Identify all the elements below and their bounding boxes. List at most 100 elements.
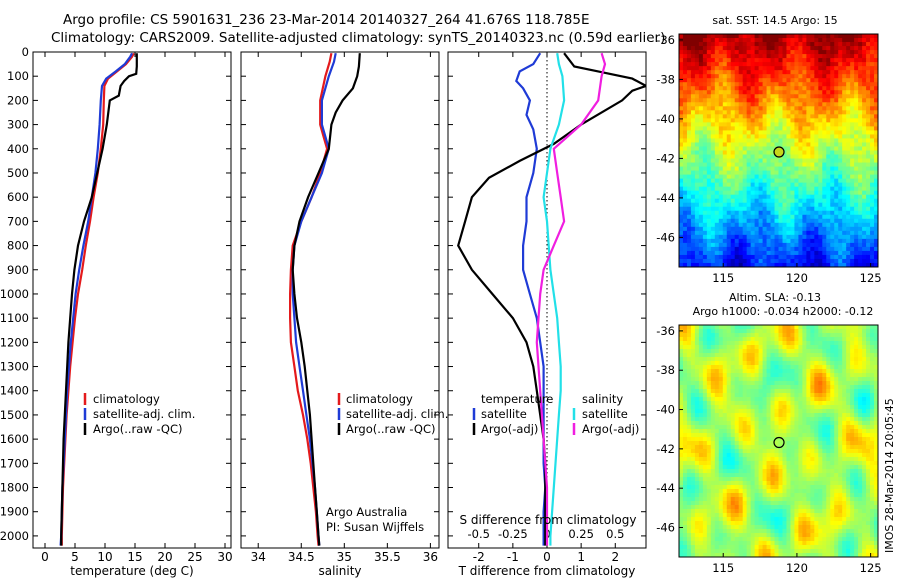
map-cell [714, 437, 720, 442]
map-cell [746, 106, 752, 111]
map-cell [679, 226, 684, 232]
map-cell [726, 54, 732, 59]
map-cell [874, 58, 878, 63]
map-cell [854, 62, 859, 67]
map-cell [814, 46, 819, 51]
map-cell [734, 449, 740, 454]
map-cell [810, 381, 815, 386]
map-cell [726, 186, 732, 192]
map-cell [790, 134, 796, 140]
map-cell [814, 441, 819, 446]
map-cell [802, 130, 807, 136]
map-cell [718, 230, 724, 236]
map-cell [774, 210, 780, 216]
map-cell [810, 186, 815, 192]
map-cell [790, 34, 796, 39]
map-cell [738, 405, 744, 410]
map-cell [730, 114, 736, 119]
map-cell [682, 58, 688, 63]
map-cell [726, 158, 732, 164]
map-cell [774, 365, 780, 370]
map-cell [730, 210, 736, 216]
map-cell [730, 377, 736, 382]
map-cell [758, 70, 764, 75]
map-cell [822, 174, 827, 180]
map-cell [702, 441, 708, 446]
map-cell [842, 54, 847, 59]
map-cell [758, 337, 764, 342]
map-cell [802, 413, 807, 418]
map-cell [754, 114, 760, 119]
map-cell [722, 369, 728, 374]
map-cell [822, 82, 827, 87]
map-cell [822, 98, 827, 103]
map-cell [778, 178, 784, 184]
map-cell [838, 226, 843, 232]
map-cell [758, 186, 764, 192]
map-cell [802, 234, 807, 240]
map-cell [838, 82, 843, 87]
map-cell [858, 50, 863, 55]
map-cell [790, 329, 796, 334]
map-cell [762, 38, 768, 43]
map-cell [838, 397, 843, 402]
map-cell [874, 86, 878, 91]
map-cell [798, 178, 803, 184]
diff-sal-satellite-line [542, 53, 566, 546]
map-cell [802, 210, 807, 216]
map-cell [762, 158, 768, 164]
map-cell [730, 381, 736, 386]
map-cell [822, 377, 827, 382]
map-cell [786, 62, 792, 67]
map-cell [838, 86, 843, 91]
map-cell [798, 202, 803, 208]
map-cell [874, 357, 878, 362]
map-cell [682, 90, 688, 95]
map-cell [874, 166, 878, 172]
map-cell [746, 409, 752, 414]
map-cell [786, 214, 792, 220]
map-cell [854, 333, 859, 338]
map-cell [862, 409, 867, 414]
map-cell [790, 381, 796, 386]
map-cell [850, 381, 855, 386]
map-cell [718, 409, 724, 414]
map-cell [838, 417, 843, 422]
map-cell [722, 329, 728, 334]
map-cell [830, 170, 835, 176]
map-cell [770, 218, 776, 224]
map-cell [866, 325, 871, 330]
map-cell [842, 429, 847, 434]
map-cell [862, 214, 867, 220]
t-difference-axis-label: T difference from climatology [458, 564, 636, 578]
map-cell [774, 433, 780, 438]
map-cell [830, 190, 835, 196]
map-cell [782, 74, 788, 79]
map-cell [718, 333, 724, 338]
map-cell [814, 70, 819, 75]
map-cell [810, 341, 815, 346]
map-cell [774, 118, 780, 123]
map-cell [858, 345, 863, 350]
map-cell [694, 222, 700, 228]
map-cell [750, 230, 756, 236]
map-cell [846, 162, 851, 168]
map-cell [754, 214, 760, 220]
map-cell [718, 325, 724, 330]
map-cell [794, 441, 799, 446]
map-cell [850, 38, 855, 43]
map-cell [754, 373, 760, 378]
map-cell [842, 389, 847, 394]
map-cell [734, 110, 740, 115]
map-cell [742, 449, 748, 454]
map-cell [862, 421, 867, 426]
map-cell [874, 94, 878, 99]
map-cell [854, 70, 859, 75]
map-cell [826, 130, 831, 136]
map-cell [846, 417, 851, 422]
map-cell [786, 178, 792, 184]
map-cell [838, 138, 843, 144]
map-cell [838, 118, 843, 123]
map-cell [690, 441, 696, 446]
map-cell [790, 393, 796, 398]
